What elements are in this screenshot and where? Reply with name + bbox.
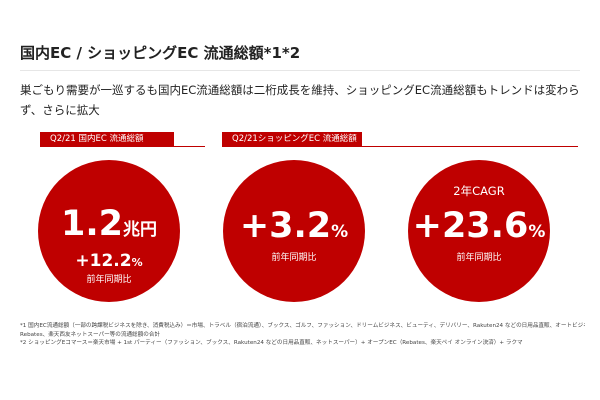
metric-main-value: +3.2%: [239, 206, 349, 246]
panel-header-shopping-ec: Q2/21ショッピングEC 流通総額: [222, 132, 362, 147]
panel-header-rule: [222, 146, 578, 147]
slide-title: 国内EC / ショッピングEC 流通総額*1*2: [20, 44, 301, 62]
metric-caption: 前年同期比: [456, 253, 502, 263]
metric-caption: 前年同期比: [86, 275, 132, 285]
slide-subtitle: 巣ごもり需要が一巡するも国内EC流通総額は二桁成長を維持、ショッピングEC流通総…: [20, 83, 580, 117]
metric-circle-shopping-ec: +3.2% 前年同期比: [223, 160, 365, 302]
footnote-1: *1 国内EC流通総額（一部の跨課税ビジネスを除き、消費税込み）＝市場、トラベル…: [20, 323, 585, 329]
panel-header-domestic-ec: Q2/21 国内EC 流通総額: [40, 132, 174, 147]
metric-secondary-value: +12.2%: [75, 251, 143, 271]
footnote-2: *2 ショッピングEコマース＝楽天市場 + 1st パーティー（ファッション、ブ…: [20, 340, 523, 346]
panel-header-rule: [40, 146, 205, 147]
metric-main-value: 1.2兆円: [60, 204, 157, 244]
footnote-1-cont: Rebates、楽天西友ネットスーパー等の流通総額の合計: [20, 331, 161, 338]
metric-main-value: +23.6%: [412, 206, 546, 246]
metric-caption: 前年同期比: [271, 253, 317, 263]
metric-top-label: 2年CAGR: [453, 184, 505, 198]
metric-circle-cagr: 2年CAGR +23.6% 前年同期比: [408, 160, 550, 302]
title-divider: [20, 70, 580, 71]
metric-circle-domestic-ec: 1.2兆円 +12.2% 前年同期比: [38, 160, 180, 302]
footnotes: *1 国内EC流通総額（一部の跨課税ビジネスを除き、消費税込み）＝市場、トラベル…: [20, 322, 585, 348]
